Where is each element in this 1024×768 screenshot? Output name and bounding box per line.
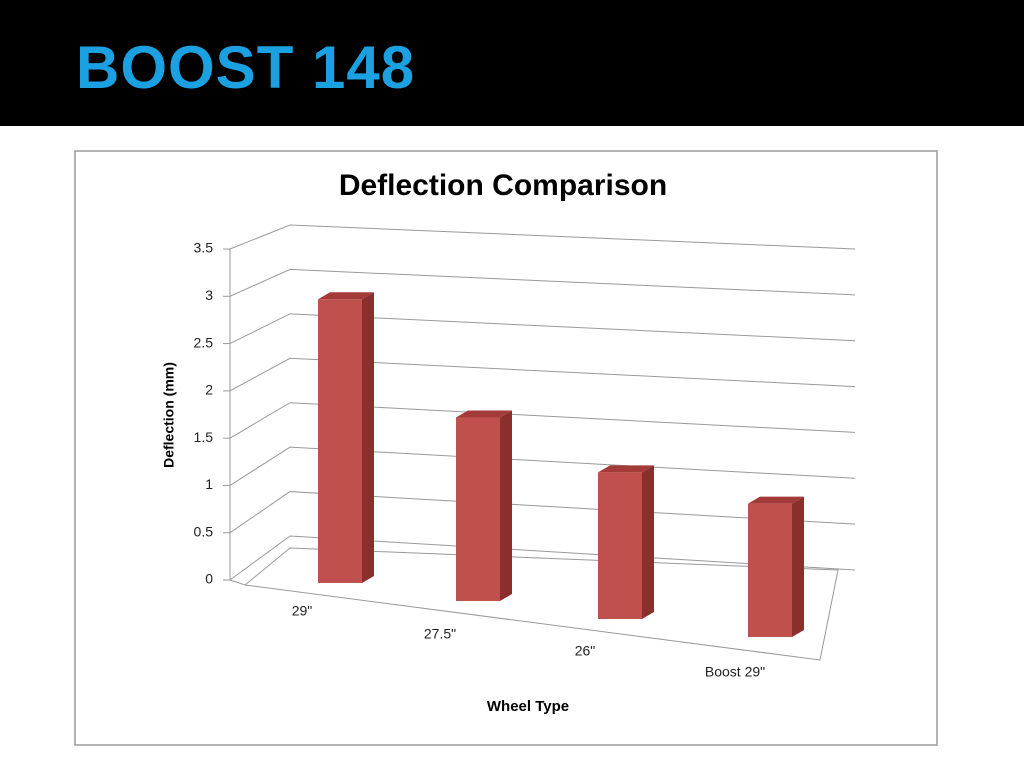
bar-side [362, 292, 374, 583]
floor [244, 547, 839, 661]
y-tick-label: 1 [205, 476, 213, 492]
bar [598, 472, 642, 619]
x-tick-label: 26" [575, 643, 596, 659]
x-tick-label: 29" [292, 603, 313, 619]
bar-top [748, 496, 804, 504]
grid-line [229, 446, 856, 486]
y-tick-label: 0 [205, 571, 213, 587]
bar [748, 503, 792, 637]
y-axis-title: Deflection (mm) [161, 362, 177, 468]
y-tick-label: 2.5 [194, 334, 214, 350]
x-tick-label: 27.5" [424, 626, 456, 642]
grid-line [229, 357, 856, 392]
grid-line [229, 402, 856, 439]
y-tick-label: 0.5 [194, 523, 214, 539]
y-tick-label: 1.5 [194, 429, 214, 445]
grid-line [229, 491, 856, 534]
x-axis-title: Wheel Type [487, 698, 569, 715]
grid-line [229, 224, 856, 250]
y-tick-label: 3.5 [194, 240, 214, 256]
bar-top [456, 410, 512, 418]
y-tick-label: 2 [205, 382, 213, 398]
bar-top [318, 292, 374, 300]
grid-line [229, 535, 856, 581]
grid-line [229, 313, 856, 345]
bar-side [642, 465, 654, 619]
x-tick-label: Boost 29" [705, 664, 765, 680]
slide-title: BOOST 148 [76, 34, 415, 101]
chart-title: Deflection Comparison [339, 169, 667, 202]
header-bar [0, 0, 1024, 126]
y-tick-label: 3 [205, 287, 213, 303]
bar [456, 417, 500, 601]
bar-top [598, 465, 654, 473]
grid-line [229, 268, 856, 297]
bar [318, 299, 362, 583]
bar-side [500, 410, 512, 601]
bar-side [792, 496, 804, 637]
